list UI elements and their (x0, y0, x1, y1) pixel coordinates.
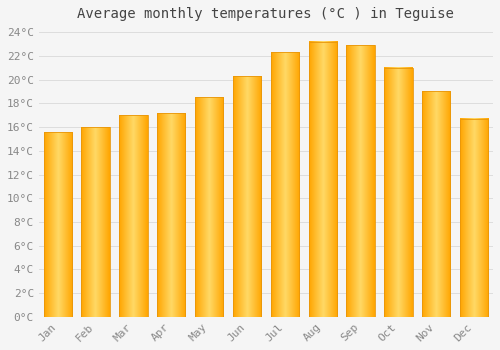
Bar (460, 119, 488, 317)
Bar (233, 76, 261, 317)
Bar (44, 132, 72, 317)
Bar (384, 68, 412, 317)
Bar (270, 52, 299, 317)
Title: Average monthly temperatures (°C ) in Teguise: Average monthly temperatures (°C ) in Te… (78, 7, 454, 21)
Bar (119, 115, 148, 317)
Bar (82, 127, 110, 317)
Bar (157, 113, 186, 317)
Bar (422, 91, 450, 317)
Bar (346, 45, 375, 317)
Bar (195, 97, 224, 317)
Bar (308, 42, 337, 317)
